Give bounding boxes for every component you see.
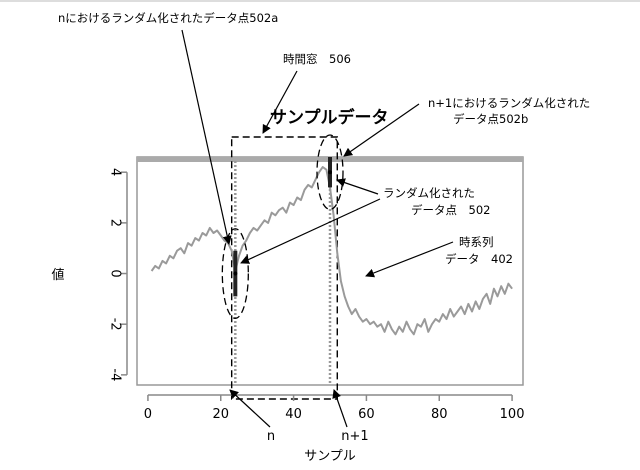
y-axis-label: 値 (51, 267, 64, 283)
y-tick-label: -2 (108, 318, 123, 331)
x-tick-label: 100 (500, 407, 525, 422)
y-tick-label: 2 (108, 219, 123, 227)
annotation-506: 時間窓 506 (283, 52, 351, 66)
annotation-502b-line1: n+1におけるランダム化された (428, 96, 590, 110)
annotation-arrows (182, 30, 453, 427)
annotation-402-line1: 時系列 (459, 235, 494, 249)
time-window-box (232, 137, 338, 399)
sample-label-n1: n+1 (341, 429, 368, 444)
random-point (328, 170, 332, 174)
annotation-502-line1: ランダム化された (383, 186, 475, 200)
sample-label-n: n (267, 429, 275, 444)
x-tick-label: 60 (358, 407, 375, 422)
annotation-502-line2: データ点 502 (411, 203, 490, 217)
x-tick-label: 80 (431, 407, 448, 422)
y-tick-label: 0 (108, 269, 123, 277)
arrow-502a (182, 30, 229, 244)
y-tick-label: 4 (108, 168, 123, 176)
arrow-502-to-n (241, 199, 380, 263)
x-tick-label: 40 (285, 407, 302, 422)
x-tick-label: 0 (144, 407, 152, 422)
annotation-502a: nにおけるランダム化されたデータ点502a (58, 11, 278, 25)
annotation-502b-line2: データ点502b (453, 112, 528, 126)
arrow-502-to-n1 (337, 180, 378, 194)
chart-title: サンプルデータ (270, 107, 389, 128)
arrow-402 (366, 242, 453, 276)
random-point (233, 272, 237, 276)
y-tick-label: -4 (108, 368, 123, 381)
x-tick-label: 20 (212, 407, 229, 422)
annotation-402-line2: データ 402 (445, 252, 513, 266)
x-axis: 0 20 40 60 80 100 (144, 395, 525, 422)
x-axis-label: サンプル (304, 449, 356, 464)
y-axis: -4 -2 0 2 4 (108, 168, 128, 381)
